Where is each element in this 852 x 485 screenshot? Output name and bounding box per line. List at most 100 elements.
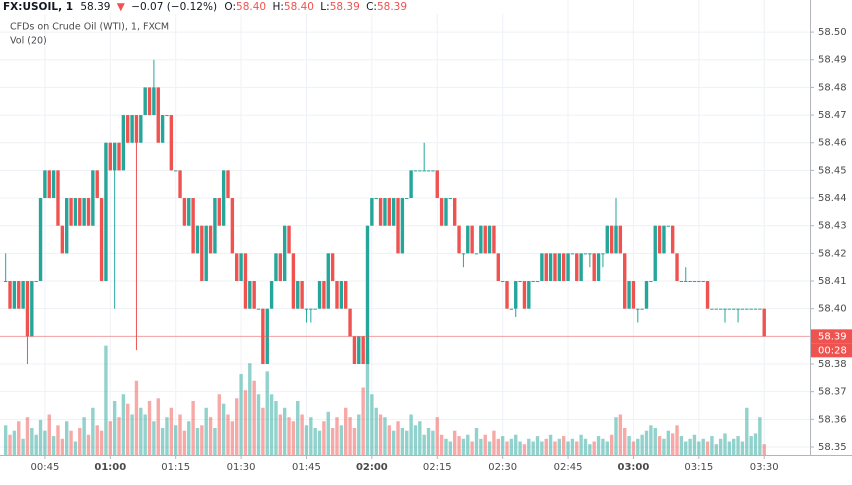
x-tick-label: 02:45	[554, 462, 583, 473]
candle-body	[383, 198, 387, 226]
volume-bar	[278, 414, 283, 455]
candle-body	[317, 281, 322, 309]
volume-bar	[561, 436, 566, 455]
candle-body	[531, 281, 535, 283]
volume-bar	[117, 417, 121, 455]
candle-body	[296, 281, 300, 309]
candle-body	[522, 281, 527, 309]
candle-body	[483, 225, 487, 254]
candle-body	[344, 281, 348, 309]
candle-body	[112, 142, 117, 171]
volume-bar	[112, 401, 117, 455]
candle-body	[535, 281, 540, 283]
y-tick-label: 58.35	[818, 442, 847, 453]
volume-bar	[121, 394, 126, 455]
candle-body	[91, 170, 95, 226]
volume-bar	[235, 398, 239, 455]
x-tick-label: 02:30	[488, 462, 517, 473]
volume-bar	[662, 438, 666, 455]
volume-bar	[34, 434, 38, 455]
y-tick-label: 58.43	[818, 221, 847, 232]
candle-body	[69, 198, 73, 226]
candle-body	[496, 253, 500, 282]
candle-body	[374, 198, 378, 200]
volume-bar	[173, 425, 178, 455]
candle-body	[418, 170, 422, 172]
candle-body	[248, 281, 252, 309]
candle-body	[492, 225, 496, 254]
y-tick-label: 58.45	[818, 165, 847, 176]
volume-bar	[82, 417, 86, 455]
y-tick-label: 58.47	[818, 110, 847, 121]
volume-bar	[745, 407, 749, 455]
candle-body	[518, 281, 522, 283]
candle-body	[505, 281, 509, 309]
header: FX:USOIL, 1 58.39 ▼ −0.07 (−0.12%) O:58.…	[3, 1, 407, 13]
candle-body	[461, 253, 466, 255]
volume-bar	[474, 428, 479, 455]
candle-body	[431, 170, 435, 172]
candle-body	[95, 170, 99, 199]
candle-body	[182, 198, 187, 226]
ohlc-label: C:	[366, 1, 377, 13]
candle-body	[758, 308, 762, 310]
volume-bar	[378, 414, 383, 455]
candle-body	[487, 225, 492, 254]
candle-body	[705, 281, 710, 309]
candle-body	[195, 225, 200, 254]
candle-body	[313, 308, 317, 310]
candle-body	[592, 253, 596, 282]
volume-bar	[500, 436, 505, 455]
volume-bar	[322, 421, 326, 455]
candle-body	[732, 308, 736, 310]
candle-body	[710, 308, 714, 310]
candle-body	[566, 253, 570, 282]
candle-body	[657, 225, 662, 254]
volume-bar	[723, 433, 727, 455]
volume-bar	[296, 401, 300, 455]
volume-bar	[274, 401, 278, 455]
candle-body	[47, 170, 51, 199]
volume-bar	[38, 419, 43, 455]
candle-body	[191, 198, 195, 254]
volume-bar	[487, 441, 492, 455]
ohlc-value: 58.40	[284, 1, 314, 13]
y-tick-label: 58.48	[818, 82, 847, 93]
candle-body	[618, 225, 623, 254]
volume-bar	[8, 434, 12, 455]
candle-body	[596, 253, 601, 282]
candle-body	[3, 281, 8, 283]
candle-body	[108, 142, 112, 171]
volume-bar	[418, 421, 422, 455]
candle-body	[82, 198, 86, 226]
volume-bar	[30, 428, 34, 455]
volume-bar	[448, 441, 453, 455]
candle-body	[78, 198, 82, 226]
y-tick-label: 58.50	[818, 27, 847, 38]
candle-body	[692, 281, 697, 283]
candle-body	[701, 281, 705, 283]
x-tick-label: 00:45	[30, 462, 59, 473]
candle-body	[134, 115, 139, 143]
volume-label: Vol (20)	[10, 36, 47, 47]
candle-body	[718, 308, 723, 310]
candle-body	[357, 336, 361, 364]
volume-bar	[527, 438, 531, 455]
volume-bar	[200, 425, 204, 455]
candle-body	[631, 281, 636, 309]
volume-bar	[221, 403, 226, 455]
candle-body	[221, 170, 226, 226]
volume-bar	[230, 421, 235, 455]
candle-body	[500, 281, 505, 283]
candle-body	[230, 198, 235, 254]
volume-bar	[134, 380, 139, 455]
arrow: ▼	[117, 1, 126, 13]
volume-bar	[701, 438, 705, 455]
volume-bar	[714, 444, 718, 455]
volume-bar	[727, 441, 732, 455]
candle-body	[309, 308, 313, 310]
candle-body	[165, 115, 169, 117]
x-tick-label: 02:15	[423, 462, 452, 473]
